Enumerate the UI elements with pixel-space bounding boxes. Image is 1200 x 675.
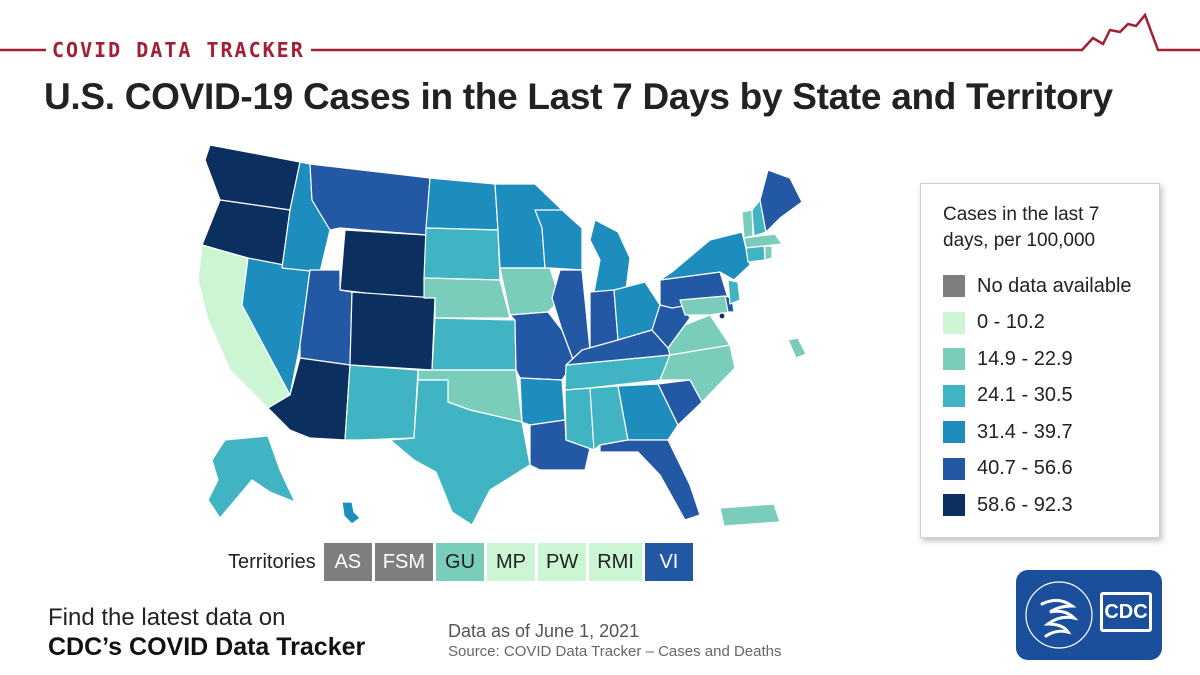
page-title: U.S. COVID-19 Cases in the Last 7 Days b… bbox=[44, 76, 1113, 117]
state-hi[interactable] bbox=[341, 501, 361, 525]
cta-line2[interactable]: CDC’s COVID Data Tracker bbox=[48, 633, 366, 661]
header-rule bbox=[0, 12, 1200, 52]
legend-items: No data available 0 - 10.2 14.9 - 22.9 24.1… bbox=[943, 268, 1139, 524]
legend-item: 14.9 - 22.9 bbox=[943, 341, 1139, 378]
state-nm[interactable] bbox=[344, 364, 419, 441]
state-wi[interactable] bbox=[534, 209, 583, 271]
legend-label: 40.7 - 56.6 bbox=[977, 457, 1073, 480]
state-ar[interactable] bbox=[519, 377, 566, 426]
legend-swatch bbox=[943, 311, 965, 334]
legend-label: 31.4 - 39.7 bbox=[977, 420, 1073, 443]
legend-label: No data available bbox=[977, 274, 1132, 297]
state-md[interactable] bbox=[679, 295, 731, 316]
legend-title-line1: Cases in the last 7 bbox=[943, 204, 1100, 225]
hhs-seal-icon bbox=[1025, 581, 1093, 649]
map-legend: Cases in the last 7 days, per 100,000 No… bbox=[920, 183, 1160, 538]
territory-vi[interactable]: VI bbox=[644, 543, 693, 581]
state-ks[interactable] bbox=[431, 317, 517, 371]
state-wa[interactable] bbox=[204, 144, 301, 211]
legend-title-line2: days, per 100,000 bbox=[943, 230, 1096, 251]
territory-chips: AS FSM GU MP PW RMI VI bbox=[323, 543, 696, 581]
state-nj[interactable] bbox=[727, 279, 741, 305]
territory-as[interactable]: AS bbox=[323, 543, 372, 581]
legend-label: 14.9 - 22.9 bbox=[977, 347, 1073, 370]
state-fl[interactable] bbox=[599, 439, 701, 521]
state-me-island[interactable] bbox=[787, 337, 807, 359]
legend-title: Cases in the last 7 days, per 100,000 bbox=[943, 202, 1139, 254]
data-source: Source: COVID Data Tracker – Cases and D… bbox=[448, 643, 782, 660]
legend-label: 0 - 10.2 bbox=[977, 311, 1045, 334]
legend-label: 58.6 - 92.3 bbox=[977, 493, 1073, 516]
legend-swatch bbox=[943, 348, 965, 371]
state-sd[interactable] bbox=[423, 227, 501, 281]
state-tx[interactable] bbox=[389, 379, 531, 526]
legend-swatch bbox=[943, 421, 965, 444]
legend-swatch bbox=[943, 457, 965, 480]
territories-row: Territories AS FSM GU MP PW RMI VI bbox=[228, 543, 696, 581]
state-me[interactable] bbox=[759, 169, 803, 233]
legend-item: 24.1 - 30.5 bbox=[943, 378, 1139, 415]
state-vt[interactable] bbox=[741, 209, 754, 239]
state-ny[interactable] bbox=[659, 231, 751, 281]
state-ga[interactable] bbox=[617, 383, 679, 441]
legend-item: 31.4 - 39.7 bbox=[943, 414, 1139, 451]
cdc-wordmark: CDC bbox=[1100, 592, 1152, 632]
cdc-logo: CDC bbox=[1016, 570, 1162, 660]
state-mt[interactable] bbox=[309, 163, 431, 236]
us-choropleth-map bbox=[197, 144, 807, 527]
legend-item: 40.7 - 56.6 bbox=[943, 451, 1139, 488]
state-ri[interactable] bbox=[764, 245, 773, 261]
state-wy[interactable] bbox=[339, 229, 427, 301]
legend-item: 0 - 10.2 bbox=[943, 305, 1139, 342]
data-as-of: Data as of June 1, 2021 bbox=[448, 621, 640, 641]
state-ia[interactable] bbox=[499, 267, 561, 316]
legend-item: 58.6 - 92.3 bbox=[943, 487, 1139, 524]
state-ct[interactable] bbox=[745, 245, 766, 263]
territory-fsm[interactable]: FSM bbox=[374, 543, 434, 581]
state-ne[interactable] bbox=[423, 277, 511, 319]
legend-swatch bbox=[943, 494, 965, 517]
state-ak[interactable] bbox=[207, 435, 296, 519]
territory-pr[interactable] bbox=[719, 503, 781, 527]
cta-line1: Find the latest data on bbox=[48, 604, 286, 631]
state-mi[interactable] bbox=[589, 219, 631, 293]
brand-label: COVID DATA TRACKER bbox=[46, 38, 311, 62]
territory-gu[interactable]: GU bbox=[436, 543, 485, 581]
legend-swatch bbox=[943, 275, 965, 298]
territory-rmi[interactable]: RMI bbox=[589, 543, 642, 581]
legend-label: 24.1 - 30.5 bbox=[977, 384, 1073, 407]
state-nd[interactable] bbox=[425, 177, 499, 231]
state-ms[interactable] bbox=[564, 387, 595, 451]
legend-item: No data available bbox=[943, 268, 1139, 305]
state-dc[interactable] bbox=[718, 312, 726, 320]
state-co[interactable] bbox=[349, 291, 436, 371]
legend-swatch bbox=[943, 384, 965, 407]
territory-pw[interactable]: PW bbox=[538, 543, 587, 581]
territory-mp[interactable]: MP bbox=[487, 543, 536, 581]
state-ma[interactable] bbox=[743, 233, 783, 249]
territories-label: Territories bbox=[228, 550, 316, 573]
